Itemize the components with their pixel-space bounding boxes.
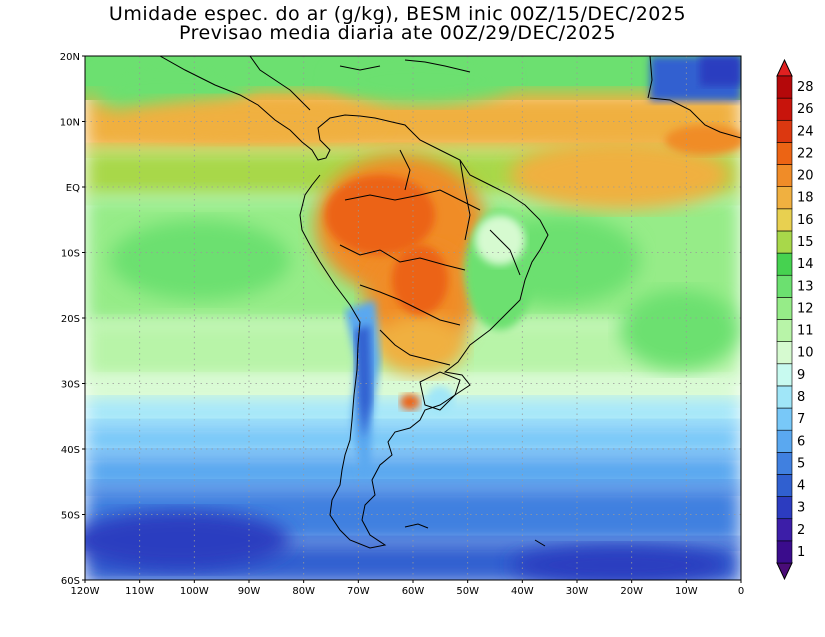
lon-label: 80W [292,586,315,597]
colorbar-swatch [776,230,793,254]
colorbar-swatch [776,474,793,497]
lon-label: 50W [456,586,479,597]
colorbar-overflow-arrow [776,58,793,77]
colorbar-swatch [776,429,793,453]
colorbar-swatch [776,407,793,431]
lat-label: 10N [60,118,80,129]
lat-label: 20S [61,314,80,325]
lat-label: 30S [61,380,80,391]
colorbar-label: 20 [797,169,814,184]
colorbar-swatch [776,319,793,342]
colorbar-swatch [776,297,793,320]
colorbar-label: 4 [797,479,805,494]
colorbar-swatch [776,385,793,409]
lon-label: 30W [566,586,589,597]
lat-label: 20N [60,52,80,63]
latitude-labels: 20N 10N EQ 10S 20S 30S 40S 50S 60S [60,52,85,587]
colorbar-swatch [776,142,793,165]
lat-label: 40S [61,445,80,456]
colorbar-swatch [776,252,793,276]
colorbar-label: 6 [797,434,805,449]
title-line-2: Previsao media diaria ate 00Z/29/DEC/202… [178,22,617,44]
lat-label: 50S [61,511,80,522]
colorbar-label: 16 [797,213,814,228]
colorbar-swatch [776,208,793,232]
colorbar-label: 15 [797,235,814,250]
colorbar-swatch [776,186,793,210]
coastlines [159,56,741,549]
lon-label: 110W [125,586,154,597]
colorbar-swatch [776,164,793,187]
colorbar-label: 9 [797,368,805,383]
title-line-1: Umidade espec. do ar (g/kg), BESM inic 0… [108,3,687,25]
colorbar-label: 18 [797,191,814,206]
colorbar-swatch [776,274,793,298]
lat-label: 60S [61,576,80,587]
colorbar-swatch [776,452,793,475]
colorbar-label: 5 [797,456,805,471]
colorbar-label: 3 [797,501,805,516]
colorbar-label: 26 [797,102,814,117]
colorbar-swatch [776,341,793,365]
colorbar-label: 12 [797,301,814,316]
lon-label: 20W [620,586,643,597]
colorbar-label: 7 [797,412,805,427]
lon-label: 70W [347,586,370,597]
lon-label: 40W [511,586,534,597]
lat-label: 10S [61,249,80,260]
colorbar-label: 10 [797,346,814,361]
colorbar-label: 13 [797,279,814,294]
colorbar-swatch [776,518,793,542]
colorbar-label: 1 [797,545,805,560]
lon-label: 10W [675,586,698,597]
colorbar-swatch [776,75,793,99]
lon-label: 0 [738,586,744,597]
colorbar-label: 2 [797,523,805,538]
lon-label: 120W [71,586,100,597]
lon-label: 60W [402,586,425,597]
colorbar-label: 14 [797,257,814,272]
colorbar-label: 28 [797,80,814,95]
colorbar-swatch [776,97,793,121]
longitude-labels: 120W 110W 100W 90W 80W 70W 60W 50W 40W 30W 20W 10W 0 [71,580,744,597]
colorbar-label: 11 [797,324,814,339]
colorbar-underflow-arrow [776,562,793,581]
colorbar-swatch [776,119,793,143]
humidity-field [85,56,741,580]
colorbar-label: 8 [797,390,805,405]
colorbar-swatch [776,496,793,520]
colorbar-label: 22 [797,146,814,161]
lat-label: EQ [66,183,80,194]
colorbar-label: 24 [797,124,814,139]
lon-label: 90W [238,586,261,597]
colorbar-swatch [776,540,793,564]
colorbar-swatch [776,363,793,387]
lon-label: 100W [180,586,209,597]
